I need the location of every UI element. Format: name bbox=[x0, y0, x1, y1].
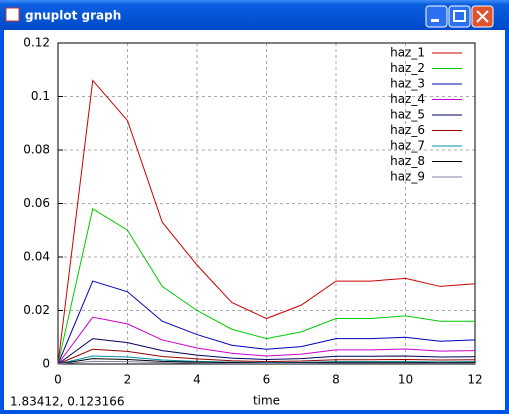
x-axis-label: time bbox=[253, 394, 280, 408]
x-tick-label: 0 bbox=[54, 373, 62, 387]
series-line bbox=[57, 355, 476, 365]
title-bar bbox=[0, 0, 509, 30]
series-line bbox=[57, 280, 476, 365]
x-tick-label: 6 bbox=[263, 373, 271, 387]
plot-border bbox=[57, 42, 476, 365]
legend-label: haz_3 bbox=[390, 77, 425, 91]
minimize-button[interactable] bbox=[425, 5, 448, 28]
maximize-button[interactable] bbox=[448, 5, 471, 28]
series-line bbox=[57, 338, 476, 365]
legend-label: haz_4 bbox=[390, 92, 425, 106]
series-line bbox=[57, 79, 476, 365]
status-text: 1.83412, 0.123166 bbox=[10, 395, 125, 409]
x-tick-label: 4 bbox=[193, 373, 201, 387]
y-tick-label: 0.12 bbox=[23, 36, 50, 50]
y-tick-label: 0.02 bbox=[23, 303, 50, 317]
x-tick-label: 12 bbox=[467, 373, 482, 387]
y-tick-label: 0.1 bbox=[31, 89, 50, 103]
series-line bbox=[57, 316, 476, 365]
legend-label: haz_2 bbox=[390, 61, 425, 75]
legend-label: haz_1 bbox=[390, 46, 425, 60]
close-button[interactable] bbox=[471, 5, 494, 28]
series-line bbox=[57, 360, 475, 365]
window-title: gnuplot graph bbox=[25, 9, 121, 23]
legend-label: haz_6 bbox=[390, 123, 425, 137]
series-line bbox=[57, 348, 476, 365]
x-tick-label: 8 bbox=[332, 373, 340, 387]
y-tick-label: 0.08 bbox=[23, 143, 50, 157]
legend-label: haz_9 bbox=[390, 170, 425, 184]
legend-label: haz_8 bbox=[390, 154, 425, 168]
y-tick-label: 0 bbox=[42, 357, 50, 371]
client-area bbox=[4, 30, 505, 410]
x-tick-label: 10 bbox=[398, 373, 413, 387]
y-tick-label: 0.04 bbox=[23, 250, 50, 264]
legend-label: haz_5 bbox=[390, 108, 425, 122]
series-line bbox=[57, 208, 475, 365]
legend-label: haz_7 bbox=[390, 139, 425, 153]
y-tick-label: 0.06 bbox=[23, 196, 50, 210]
x-tick-label: 2 bbox=[124, 373, 132, 387]
app-icon bbox=[5, 7, 20, 22]
